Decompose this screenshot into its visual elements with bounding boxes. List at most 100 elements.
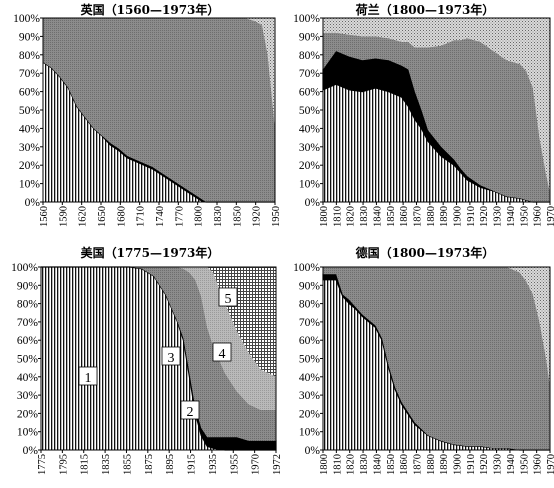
x-tick-label: 1920	[252, 206, 263, 227]
x-tick-label: 1910	[466, 454, 477, 475]
y-tick-label: 0%	[25, 197, 41, 209]
series-label-box	[78, 366, 98, 386]
x-tick-label: 1920	[479, 206, 490, 227]
x-tick-label: 1880	[426, 206, 437, 227]
y-tick-label: 60%	[17, 335, 39, 347]
y-tick-label: 100%	[293, 13, 320, 25]
x-tick-label: 1940	[506, 454, 517, 475]
area-series-1	[323, 279, 550, 450]
y-tick-label: 0%	[305, 445, 321, 457]
x-tick-label: 1880	[426, 454, 437, 475]
area-series-4	[323, 267, 550, 386]
x-axis: 1800 1810 1820 1830 1840 1850 1860 1870 1880 1890…	[319, 202, 554, 227]
x-tick-label: 1835	[101, 454, 112, 475]
series-layer	[41, 266, 277, 451]
x-tick-label: 1920	[479, 454, 490, 475]
x-tick-label: 1870	[412, 206, 423, 227]
x-tick-label: 1970	[546, 454, 554, 475]
y-tick-label: 50%	[299, 105, 321, 117]
y-tick-label: 20%	[299, 408, 321, 420]
y-tick-label: 30%	[299, 390, 321, 402]
series-label-box	[180, 400, 200, 420]
y-tick-label: 50%	[19, 105, 41, 117]
y-tick-label: 10%	[19, 179, 41, 191]
y-axis: 0% 10% 20% 30% 40% 50% 60% 70% 80% 90% 100%	[13, 13, 43, 209]
x-tick-label: 1830	[213, 206, 224, 227]
series-label-2: 2	[187, 405, 194, 420]
y-tick-label: 40%	[17, 372, 39, 384]
y-tick-label: 70%	[19, 68, 41, 80]
y-tick-label: 40%	[299, 123, 321, 135]
y-tick-label: 0%	[23, 445, 39, 457]
x-tick-label: 1950	[519, 454, 530, 475]
x-tick-label: 1740	[155, 206, 166, 227]
area-series-3	[323, 32, 550, 203]
x-tick-label: 1860	[399, 206, 410, 227]
x-tick-label: 1970	[546, 206, 554, 227]
x-tick-label: 1972	[272, 454, 283, 475]
x-axis: 1800 1810 1820 1830 1840 1850 1860 1870 1880 1890…	[319, 450, 554, 475]
x-tick-label: 1890	[439, 454, 450, 475]
chart-title: 荷兰（1800—1973年）	[355, 2, 495, 17]
x-tick-label: 1830	[359, 454, 370, 475]
chart-title: 英国（1560—1973年）	[81, 2, 220, 17]
series-layer	[42, 18, 275, 203]
series-label-box	[212, 342, 232, 362]
y-tick-label: 60%	[299, 335, 321, 347]
area-series-3	[41, 267, 276, 441]
x-tick-label: 1620	[78, 206, 89, 227]
x-tick-label: 1960	[533, 206, 544, 227]
series-label-box	[218, 287, 238, 307]
x-tick-label: 1900	[453, 454, 464, 475]
y-tick-label: 20%	[299, 160, 321, 172]
x-tick-label: 1850	[386, 206, 397, 227]
y-tick-label: 80%	[17, 299, 39, 311]
x-tick-label: 1860	[399, 454, 410, 475]
x-tick-label: 1955	[229, 454, 240, 475]
x-tick-label: 1810	[332, 206, 343, 227]
y-axis: 0% 10% 20% 30% 40% 50% 60% 70% 80% 90% 100%	[293, 13, 323, 209]
x-tick-label: 1560	[39, 206, 50, 227]
x-tick-label: 1680	[116, 206, 127, 227]
x-tick-label: 1875	[144, 454, 155, 475]
x-tick-label: 1820	[346, 206, 357, 227]
x-tick-label: 1800	[319, 454, 330, 475]
x-tick-label: 1710	[136, 206, 147, 227]
y-tick-label: 30%	[17, 390, 39, 402]
x-tick-label: 1910	[466, 206, 477, 227]
y-tick-label: 60%	[19, 87, 41, 99]
area-series-1	[41, 267, 276, 450]
x-tick-label: 1830	[359, 206, 370, 227]
area-series-3	[43, 18, 275, 202]
y-axis: 0% 10% 20% 30% 40% 50% 60% 70% 80% 90% 100%	[11, 262, 41, 457]
y-tick-label: 60%	[299, 87, 321, 99]
y-tick-label: 0%	[305, 197, 321, 209]
chart-title: 美国（1775—1973年）	[81, 245, 220, 260]
y-tick-label: 90%	[19, 31, 41, 43]
chart-panel-netherlands: 荷兰（1800—1973年） 0% 10% 20% 30% 40% 50% 60% 70% 80…	[293, 2, 554, 227]
x-tick-label: 1895	[165, 454, 176, 475]
y-tick-label: 10%	[17, 427, 39, 439]
y-tick-label: 20%	[19, 160, 41, 172]
x-tick-label: 1650	[97, 206, 108, 227]
series-label-box	[161, 346, 181, 366]
y-tick-label: 70%	[299, 68, 321, 80]
x-tick-label: 1960	[533, 454, 544, 475]
y-tick-label: 30%	[19, 142, 41, 154]
chart-panel-usa: 美国（1775—1973年） 0% 10% 20% 30% 40% 50% 60% 70% 80…	[11, 245, 283, 475]
x-axis: 1560 1590 1620 1650 1680 1710 1740 1770 1800 1830…	[39, 202, 282, 227]
area-series-4	[323, 18, 550, 193]
x-tick-label: 1890	[439, 206, 450, 227]
x-tick-label: 1810	[332, 454, 343, 475]
y-tick-label: 70%	[17, 317, 39, 329]
y-tick-label: 20%	[17, 408, 39, 420]
y-tick-label: 90%	[17, 280, 39, 292]
area-series-4	[41, 267, 276, 410]
y-tick-label: 40%	[19, 123, 41, 135]
x-tick-label: 1840	[372, 454, 383, 475]
area-series-1	[43, 62, 275, 203]
series-layer	[322, 267, 550, 451]
x-tick-label: 1940	[506, 206, 517, 227]
x-tick-label: 1930	[493, 454, 504, 475]
